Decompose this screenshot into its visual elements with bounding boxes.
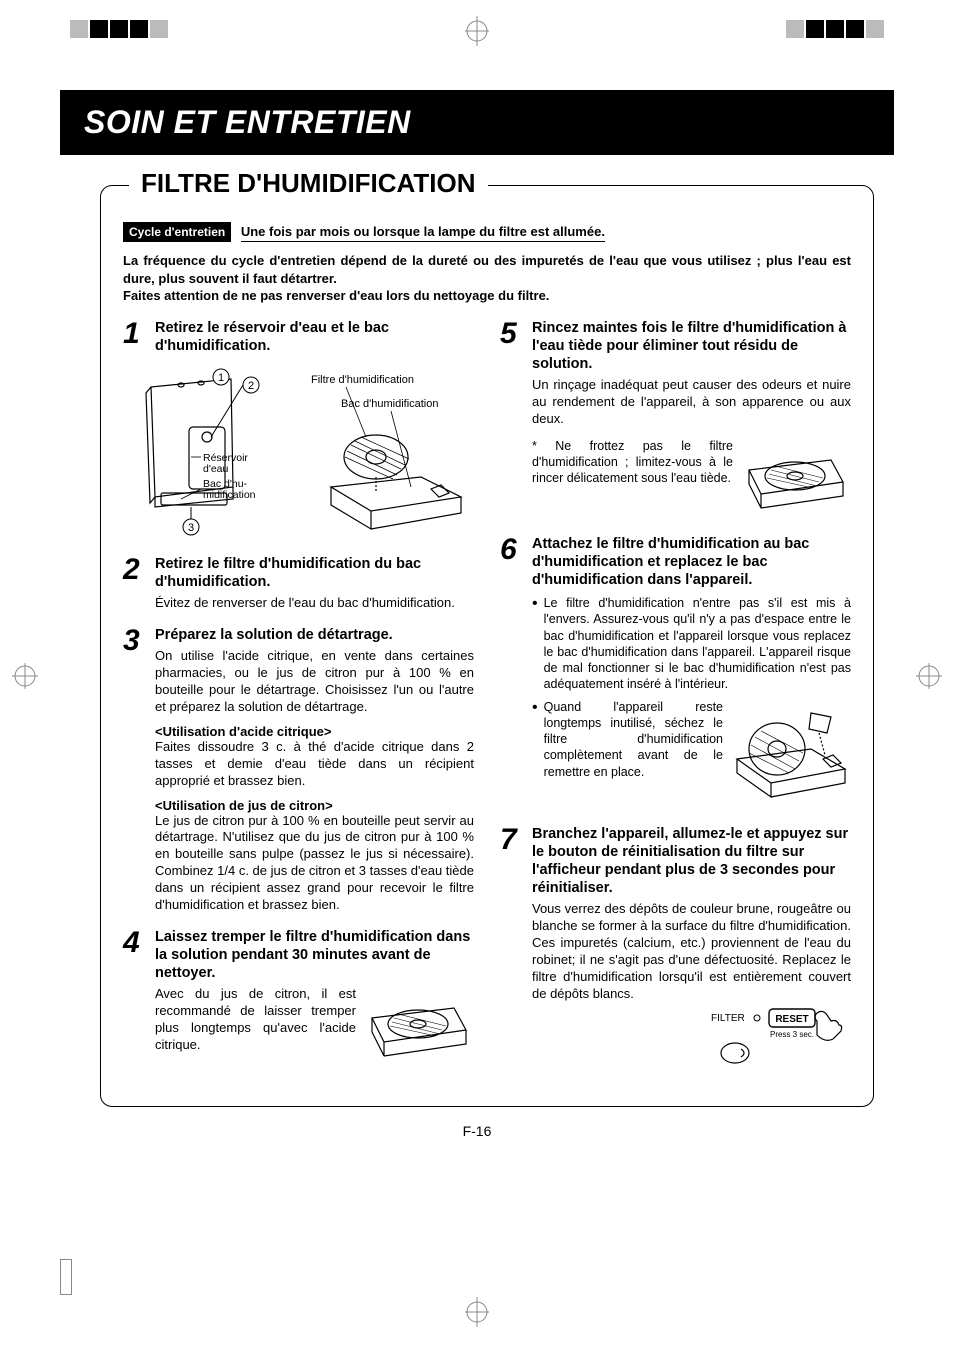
reset-diagram: FILTER RESET Press 3 sec. (532, 1007, 851, 1072)
columns: 1 Retirez le réservoir d'eau et le bac d… (123, 319, 851, 1086)
step-7-text: Vous verrez des dépôts de couleur brune,… (532, 901, 851, 1002)
step-5-text: Un rinçage inadéquat peut causer des ode… (532, 377, 851, 428)
device-diagram-icon: 1 2 3 (141, 367, 471, 537)
step-7: 7 Branchez l'appareil, allumez-le et app… (500, 825, 851, 1072)
page-title: SOIN ET ENTRETIEN (84, 104, 870, 141)
section-title: FILTRE D'HUMIDIFICATION (129, 168, 488, 199)
step-3: 3 Préparez la solution de détartrage. On… (123, 626, 474, 914)
section-box: FILTRE D'HUMIDIFICATION Cycle d'entretie… (100, 185, 874, 1107)
cycle-badge: Cycle d'entretien (123, 222, 231, 242)
crop-mark-left (10, 661, 40, 691)
crop-center-icon (457, 16, 497, 46)
step-5-title: Rincez maintes fois le filtre d'humidifi… (532, 319, 851, 373)
bottom-corner-mark (60, 1259, 72, 1295)
svg-text:3: 3 (188, 522, 194, 534)
step-1: 1 Retirez le réservoir d'eau et le bac d… (123, 319, 474, 541)
step-2-num: 2 (123, 555, 145, 585)
svg-text:RESET: RESET (775, 1014, 808, 1025)
reset-button-icon: FILTER RESET Press 3 sec. (651, 1007, 851, 1067)
step-4: 4 Laissez tremper le filtre d'humidifica… (123, 928, 474, 1069)
tray-filter-icon-2 (741, 442, 851, 517)
step-6: 6 Attachez le filtre d'humidification au… (500, 535, 851, 811)
step-6-bullet-1: •Le filtre d'humidification n'entre pas … (532, 595, 851, 693)
crop-marks-top (0, 20, 954, 50)
svg-text:1: 1 (218, 372, 224, 384)
label-filter: Filtre d'humidification (311, 374, 414, 386)
tray-filter-icon (364, 990, 474, 1065)
column-left: 1 Retirez le réservoir d'eau et le bac d… (123, 319, 474, 1086)
step-1-diagram: 1 2 3 (141, 367, 474, 541)
step-4-title: Laissez tremper le filtre d'humidificati… (155, 928, 474, 982)
step-3-title: Préparez la solution de détartrage. (155, 626, 474, 644)
svg-text:d'eau: d'eau (203, 463, 229, 475)
step-3-sub1-text: Faites dissoudre 3 c. à thé d'acide citr… (155, 739, 474, 790)
svg-text:midification: midification (203, 489, 256, 501)
step-7-num: 7 (500, 825, 522, 855)
tray-assembly-icon (731, 703, 851, 807)
step-4-num: 4 (123, 928, 145, 958)
step-3-sub2-title: <Utilisation de jus de citron> (155, 798, 474, 813)
intro-text: La fréquence du cycle d'entretien dépend… (123, 252, 851, 305)
svg-text:2: 2 (248, 380, 254, 392)
crop-mark-right (914, 661, 944, 691)
step-6-num: 6 (500, 535, 522, 565)
intro-line-2: Faites attention de ne pas renverser d'e… (123, 288, 549, 303)
step-6-title: Attachez le filtre d'humidification au b… (532, 535, 851, 589)
title-bar: SOIN ET ENTRETIEN (60, 90, 894, 155)
page: SOIN ET ENTRETIEN FILTRE D'HUMIDIFICATIO… (0, 0, 954, 1351)
crop-marks-bottom (0, 1301, 954, 1331)
step-1-num: 1 (123, 319, 145, 349)
step-3-sub1-title: <Utilisation d'acide citrique> (155, 724, 474, 739)
step-7-title: Branchez l'appareil, allumez-le et appuy… (532, 825, 851, 898)
crop-center-bottom-icon (457, 1297, 497, 1327)
svg-text:Press 3 sec.: Press 3 sec. (770, 1030, 814, 1039)
step-2-text: Évitez de renverser de l'eau du bac d'hu… (155, 595, 474, 612)
cycle-line: Cycle d'entretien Une fois par mois ou l… (123, 222, 851, 242)
step-3-num: 3 (123, 626, 145, 656)
filter-label: FILTER (711, 1013, 745, 1024)
step-3-sub2-text: Le jus de citron pur à 100 % en bouteill… (155, 813, 474, 914)
step-5-num: 5 (500, 319, 522, 349)
step-3-text: On utilise l'acide citrique, en vente da… (155, 648, 474, 716)
column-right: 5 Rincez maintes fois le filtre d'humidi… (500, 319, 851, 1086)
page-number: F-16 (60, 1123, 894, 1139)
cycle-text: Une fois par mois ou lorsque la lampe du… (241, 224, 605, 242)
step-6-bullet-2: • (532, 699, 851, 811)
step-5: 5 Rincez maintes fois le filtre d'humidi… (500, 319, 851, 521)
step-2-title: Retirez le filtre d'humidification du ba… (155, 555, 474, 591)
step-2: 2 Retirez le filtre d'humidification du … (123, 555, 474, 612)
intro-line-1: La fréquence du cycle d'entretien dépend… (123, 253, 851, 286)
step-1-title: Retirez le réservoir d'eau et le bac d'h… (155, 319, 474, 355)
label-tray: Bac d'humidification (341, 398, 439, 410)
